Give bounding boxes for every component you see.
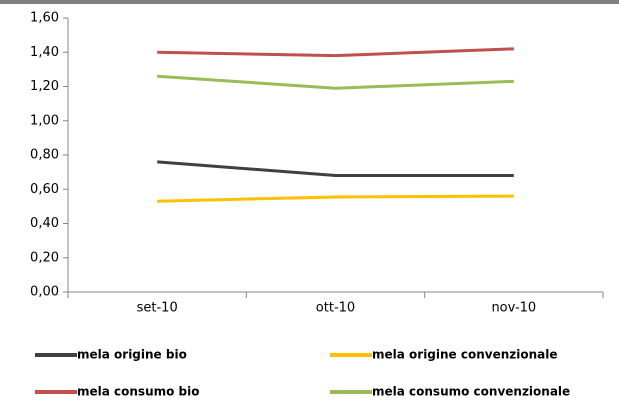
y-tick-label: 1,60 (30, 11, 59, 26)
y-tick-label: 0,00 (30, 285, 59, 300)
series-line (157, 74, 514, 90)
legend-label: mela origine bio (77, 348, 187, 362)
top-border (0, 0, 619, 4)
legend-label: mela consumo bio (77, 385, 200, 399)
x-tick-label: nov-10 (491, 301, 536, 316)
y-tick-label: 0,20 (30, 250, 59, 265)
x-tick-label: ott-10 (316, 301, 355, 316)
series-line (157, 160, 514, 178)
legend-label: mela origine convenzionale (372, 348, 558, 362)
series-line (157, 194, 514, 203)
y-tick-label: 0,40 (30, 216, 59, 231)
series-line (157, 47, 514, 58)
y-tick-label: 0,80 (30, 148, 59, 163)
legend-label: mela consumo convenzionale (372, 385, 570, 399)
y-tick-label: 0,60 (30, 182, 59, 197)
y-tick-label: 1,00 (30, 113, 59, 128)
y-tick-label: 1,20 (30, 79, 59, 94)
x-tick-label: set-10 (137, 301, 178, 316)
y-tick-label: 1,40 (30, 45, 59, 60)
